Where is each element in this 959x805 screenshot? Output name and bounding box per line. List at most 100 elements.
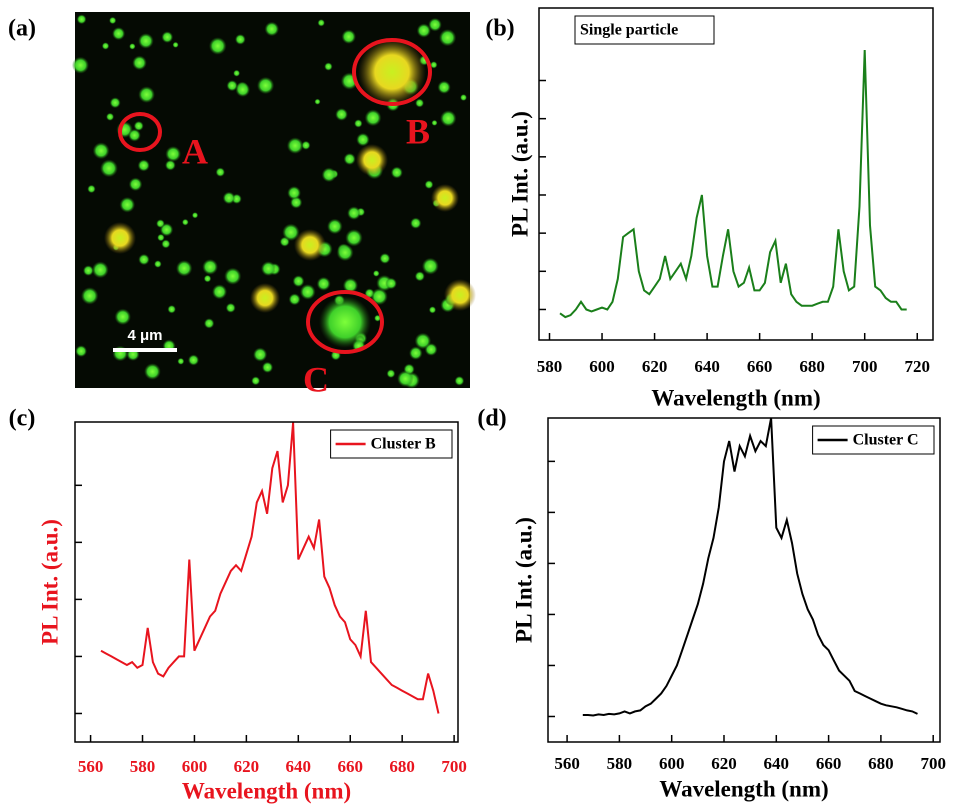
x-tick-label: 660 xyxy=(816,754,842,773)
cluster xyxy=(431,184,459,212)
particle xyxy=(261,361,274,373)
annotation-circle xyxy=(352,38,432,106)
x-tick-label: 700 xyxy=(852,357,878,376)
x-tick-label: 560 xyxy=(554,754,580,773)
x-tick-label: 620 xyxy=(234,757,260,776)
particle xyxy=(415,98,425,108)
panel-label: (a) xyxy=(8,16,36,42)
particle xyxy=(203,318,215,329)
y-axis-label: PL Int. (a.u.) xyxy=(37,519,62,645)
particle xyxy=(226,80,238,92)
y-axis-label: PL Int. (a.u.) xyxy=(507,111,532,237)
particle xyxy=(438,28,457,47)
particle xyxy=(222,191,236,205)
particle xyxy=(282,223,300,242)
particle xyxy=(215,167,226,177)
particle xyxy=(128,128,141,142)
cluster xyxy=(250,283,280,313)
particle xyxy=(342,277,359,294)
particle xyxy=(225,302,236,313)
x-tick-label: 580 xyxy=(130,757,156,776)
particle xyxy=(137,159,150,172)
particle xyxy=(256,76,275,95)
particle xyxy=(430,61,438,69)
particle xyxy=(144,363,161,380)
particle xyxy=(101,42,110,50)
particle xyxy=(138,86,155,103)
particle xyxy=(356,132,370,147)
particle xyxy=(181,218,189,226)
particle xyxy=(154,260,162,268)
particle xyxy=(76,14,87,25)
particle xyxy=(224,267,242,285)
particle xyxy=(114,308,132,326)
x-tick-label: 600 xyxy=(182,757,208,776)
particle xyxy=(385,277,397,290)
x-axis-label: Wavelength (nm) xyxy=(651,385,820,410)
particle xyxy=(233,69,241,77)
cluster xyxy=(358,38,426,106)
particle xyxy=(460,94,468,101)
particle xyxy=(335,108,348,121)
particle xyxy=(91,261,109,279)
particle xyxy=(75,345,88,358)
panel-label: (c) xyxy=(9,406,36,432)
particle xyxy=(175,260,193,277)
particle xyxy=(341,29,356,44)
particle xyxy=(203,274,212,283)
annotation-label: B xyxy=(406,111,430,151)
particle xyxy=(187,354,200,366)
x-tick-label: 620 xyxy=(642,357,668,376)
x-tick-label: 680 xyxy=(868,754,894,773)
x-tick-label: 720 xyxy=(904,357,930,376)
particle xyxy=(202,258,219,275)
particle xyxy=(159,223,174,237)
particle xyxy=(431,119,438,126)
particle xyxy=(416,23,431,38)
x-tick-label: 640 xyxy=(286,757,312,776)
particle xyxy=(317,19,325,27)
x-tick-label: 660 xyxy=(337,757,363,776)
particle xyxy=(164,159,176,171)
annotation-label: C xyxy=(303,359,329,399)
particle xyxy=(288,293,301,306)
particle xyxy=(347,206,361,220)
particle xyxy=(165,146,182,162)
x-axis-label: Wavelength (nm) xyxy=(182,778,351,803)
particle xyxy=(109,97,121,109)
particle xyxy=(314,98,321,105)
particle xyxy=(390,166,403,179)
particle xyxy=(100,159,118,178)
particle xyxy=(292,275,305,288)
particle xyxy=(386,369,396,378)
particle xyxy=(251,376,261,386)
particle xyxy=(299,284,316,300)
particle xyxy=(172,41,179,48)
particle xyxy=(379,252,391,264)
spectrum-line xyxy=(100,422,440,714)
particle xyxy=(364,109,382,127)
x-axis-label: Wavelength (nm) xyxy=(659,776,828,801)
x-tick-label: 620 xyxy=(711,754,737,773)
legend-label: Cluster B xyxy=(371,436,436,453)
particle xyxy=(191,212,199,219)
particle xyxy=(354,119,363,128)
particle xyxy=(208,37,227,55)
x-tick-label: 640 xyxy=(694,357,720,376)
cluster xyxy=(356,144,388,176)
legend-label: Single particle xyxy=(580,22,678,39)
particle xyxy=(161,239,171,249)
particle xyxy=(138,253,150,266)
particle xyxy=(264,21,280,37)
particle xyxy=(133,120,144,131)
annotation-label: A xyxy=(182,131,208,171)
x-tick-label: 640 xyxy=(764,754,790,773)
spectrum-line xyxy=(559,49,907,319)
particle xyxy=(157,233,165,242)
panel-label: (d) xyxy=(477,406,506,432)
particle xyxy=(167,305,176,314)
x-tick-label: 680 xyxy=(389,757,415,776)
particle xyxy=(324,62,333,71)
particle xyxy=(414,332,432,350)
x-tick-label: 580 xyxy=(607,754,633,773)
